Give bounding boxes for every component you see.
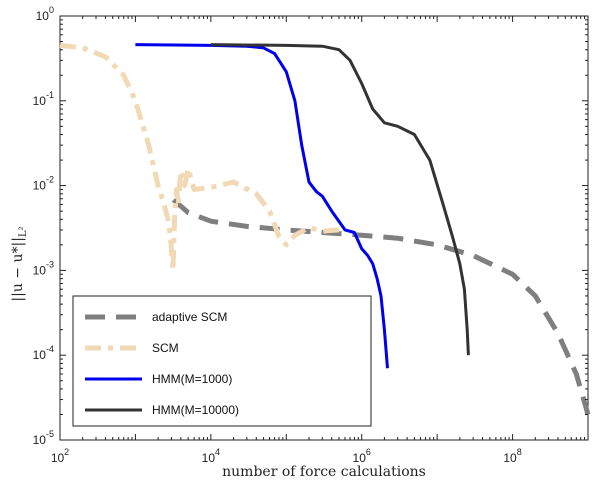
x-tick-label-0: 102 (51, 447, 69, 465)
series-line-3 (210, 43, 470, 356)
legend-label-1: SCM (152, 341, 179, 355)
series-line-1 (59, 42, 340, 273)
y-tick-label-1: 10-4 (33, 344, 54, 362)
series-layer (59, 42, 591, 416)
y-tick-label-4: 10-1 (33, 90, 54, 108)
legend: adaptive SCM SCM HMM(M=1000) HMM(M=10000) (72, 295, 372, 427)
legend-label-3: HMM(M=10000) (152, 403, 239, 417)
x-tick-label-2: 106 (353, 447, 371, 465)
y-axis-label-sub: L² (18, 226, 29, 237)
y-tick-label-5: 100 (36, 5, 54, 23)
x-axis-label: number of force calculations (222, 464, 426, 480)
x-tick-label-3: 108 (503, 447, 521, 465)
y-tick-label-3: 10-2 (33, 175, 54, 193)
x-axis: 102 104 106 108 (51, 16, 586, 465)
x-tick-label-1: 104 (202, 447, 220, 465)
series-line-2 (135, 43, 389, 369)
legend-label-0: adaptive SCM (152, 310, 227, 324)
y-axis-label-main: ||u − u*|| (10, 237, 26, 302)
legend-label-2: HMM(M=1000) (152, 372, 232, 386)
y-axis-label-group: ||u − u*||L² (10, 226, 29, 301)
y-axis-label: ||u − u*||L² (10, 226, 29, 301)
y-tick-label-2: 10-3 (33, 259, 54, 277)
y-tick-label-0: 10-5 (33, 429, 54, 447)
series-line-0 (171, 197, 591, 416)
y-axis: 10-5 10-4 10-3 10-2 10-1 100 (33, 5, 588, 447)
